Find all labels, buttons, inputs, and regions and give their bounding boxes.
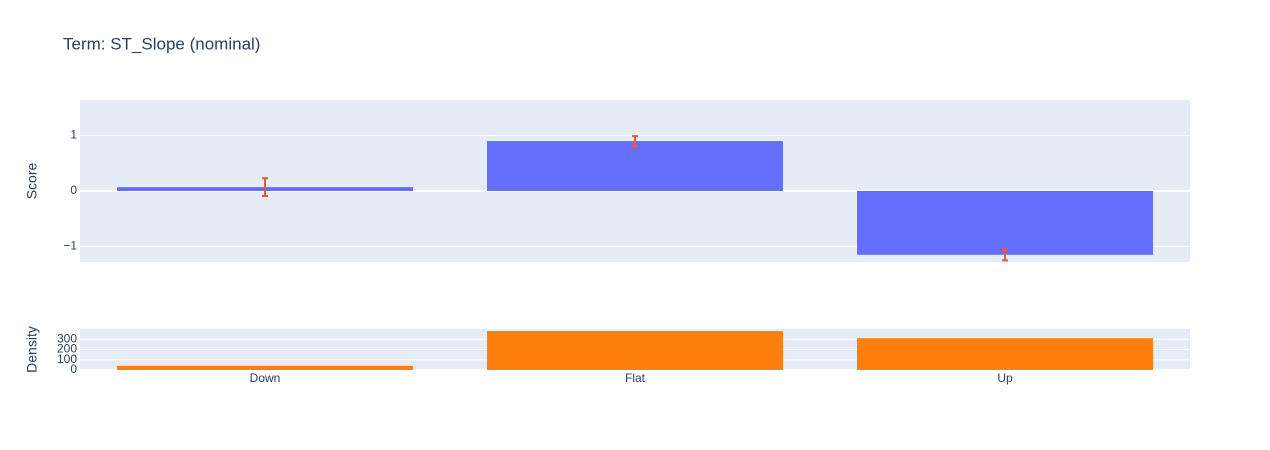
y-tick-label: −1 xyxy=(63,239,77,253)
y-tick-label: 0 xyxy=(70,362,77,376)
error-bar xyxy=(262,177,268,197)
y-tick-label: 1 xyxy=(70,128,77,142)
bar xyxy=(487,141,783,191)
x-tick-label: Down xyxy=(250,371,281,385)
x-tick-label: Up xyxy=(997,371,1013,385)
y-tick-label: 0 xyxy=(70,183,77,197)
y-axis-title: Score xyxy=(24,163,40,200)
chart-title: Term: ST_Slope (nominal) xyxy=(63,34,260,53)
bar xyxy=(857,190,1153,255)
bar xyxy=(117,365,413,370)
y-tick-label: 300 xyxy=(57,331,77,345)
x-tick-label: Flat xyxy=(625,371,646,385)
y-axis-title: Density xyxy=(24,326,40,373)
bar xyxy=(487,331,783,370)
error-bar xyxy=(632,135,638,148)
y-tick-label: 200 xyxy=(57,342,77,356)
bar xyxy=(857,338,1153,370)
y-tick-label: 100 xyxy=(57,352,77,366)
error-bar xyxy=(1002,248,1008,262)
